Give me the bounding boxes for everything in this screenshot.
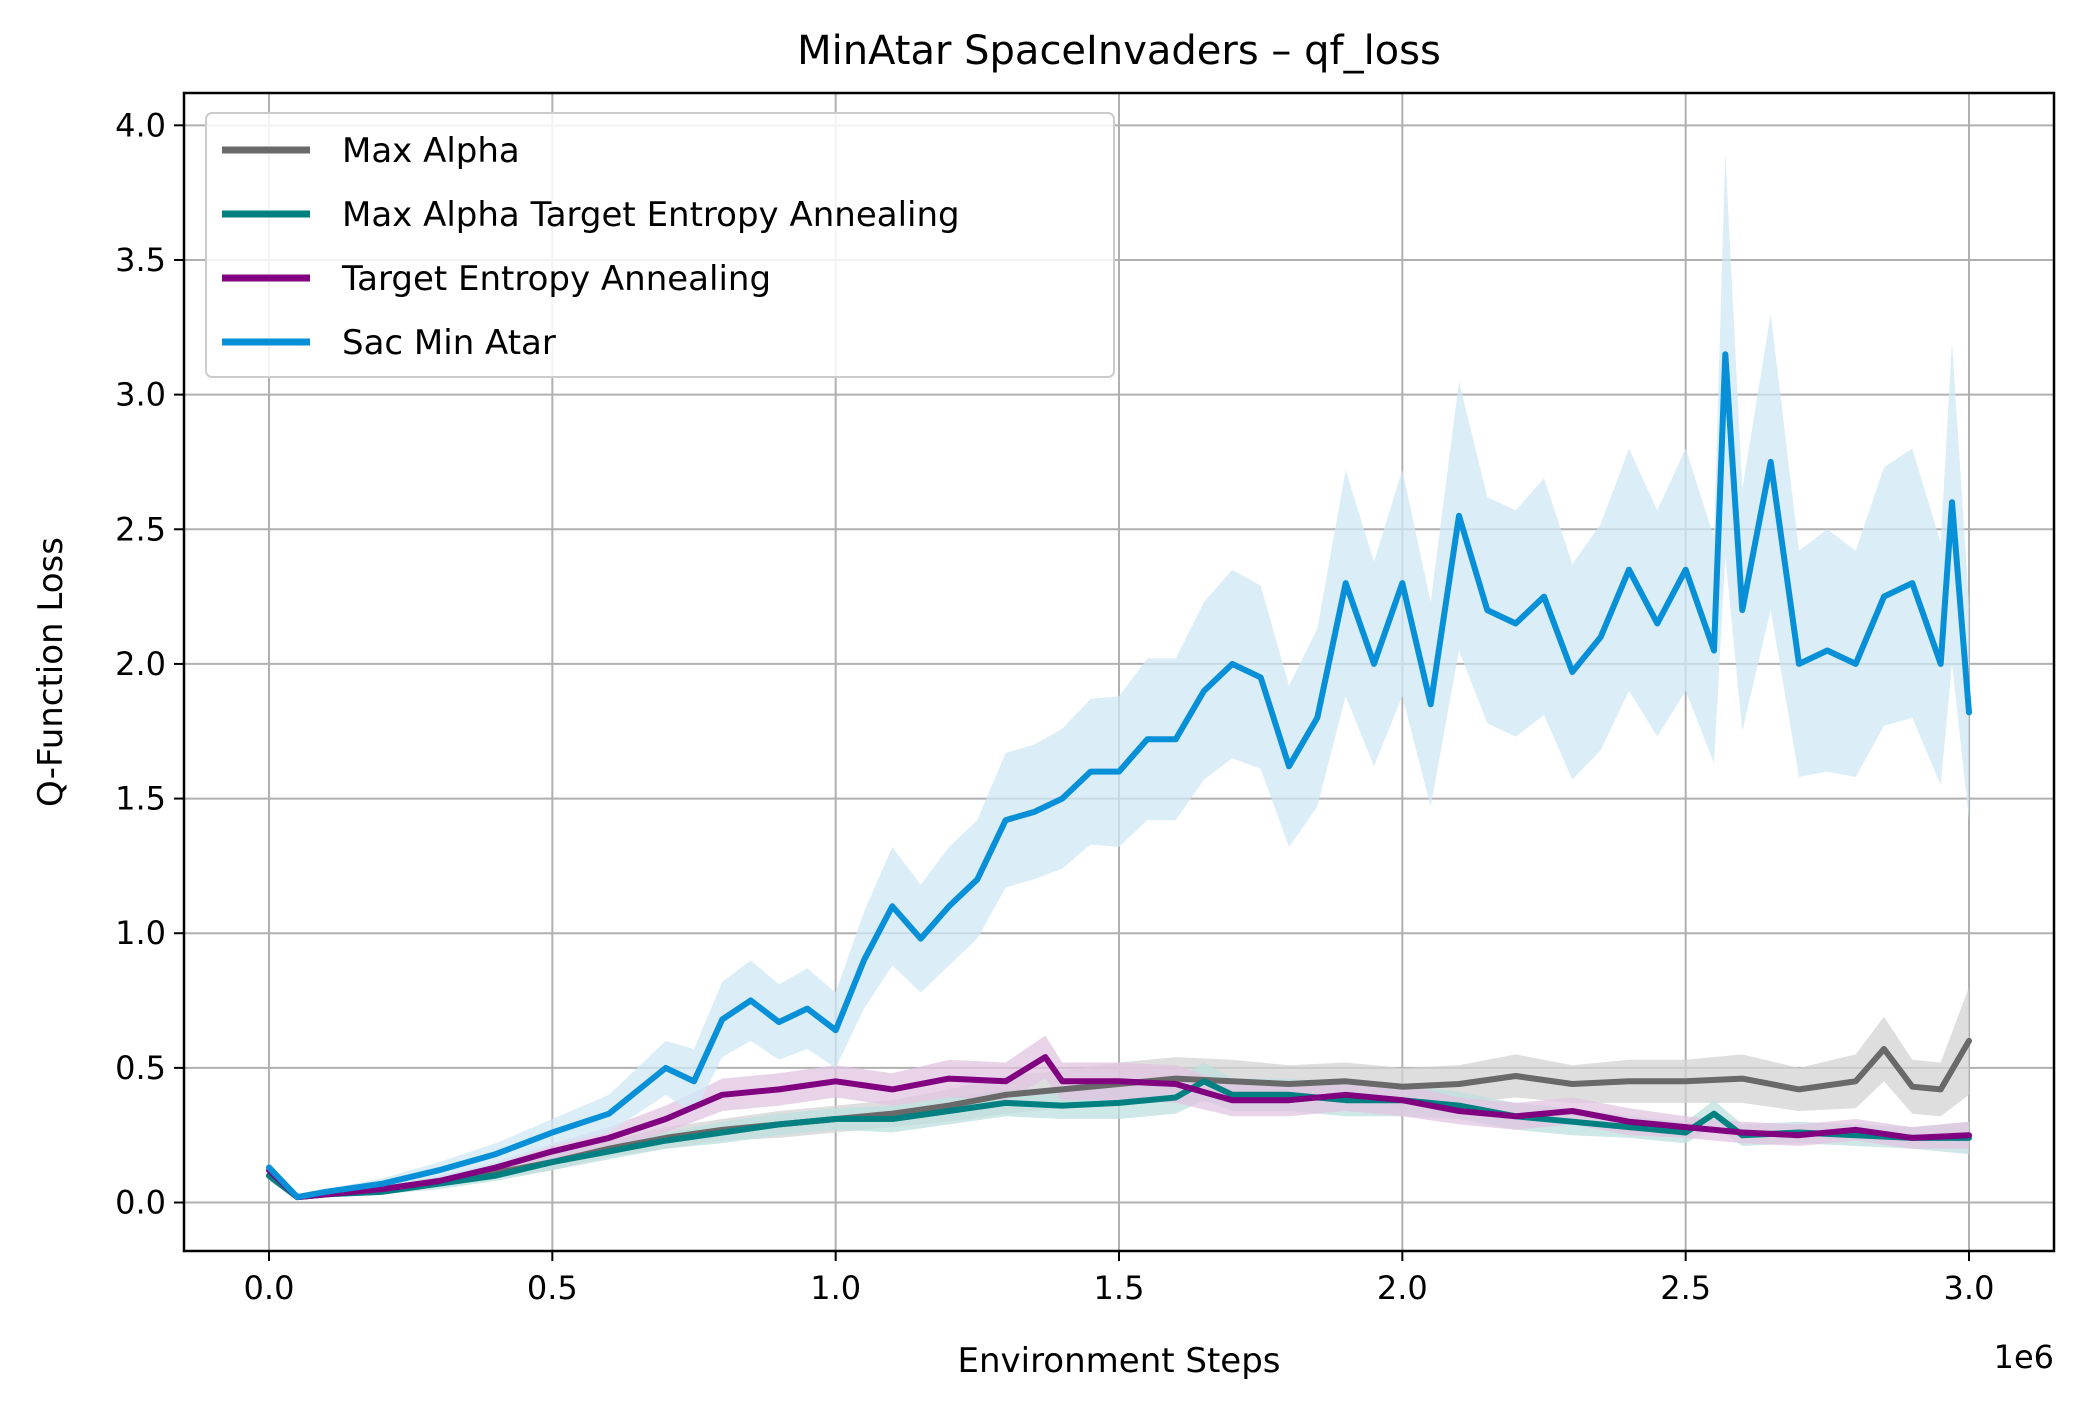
x-tick-label: 0.5 — [527, 1269, 578, 1307]
legend-label: Sac Min Atar — [342, 323, 556, 363]
chart-title: MinAtar SpaceInvaders – qf_loss — [797, 28, 1441, 74]
legend-label: Max Alpha Target Entropy Annealing — [342, 195, 960, 235]
y-tick-label: 3.5 — [115, 241, 166, 279]
x-tick-label: 1.5 — [1094, 1269, 1145, 1307]
legend-label: Max Alpha — [342, 131, 520, 171]
x-tick-label: 1.0 — [810, 1269, 861, 1307]
y-tick-label: 1.0 — [115, 914, 166, 952]
x-tick-label: 2.5 — [1660, 1269, 1711, 1307]
x-tick-label: 0.0 — [244, 1269, 295, 1307]
y-tick-label: 1.5 — [115, 780, 166, 818]
x-axis-label: Environment Steps — [957, 1341, 1280, 1381]
y-tick-label: 0.5 — [115, 1049, 166, 1087]
legend: Max Alpha Max Alpha Target Entropy Anneal… — [206, 113, 1114, 377]
y-tick-label: 2.0 — [115, 645, 166, 683]
y-tick-label: 3.0 — [115, 376, 166, 414]
x-tick-label: 3.0 — [1944, 1269, 1995, 1307]
y-tick-label: 4.0 — [115, 106, 166, 144]
y-axis-label: Q-Function Loss — [31, 537, 71, 807]
y-tick-label: 0.0 — [115, 1184, 166, 1222]
legend-label: Target Entropy Annealing — [341, 259, 771, 299]
x-tick-label: 2.0 — [1377, 1269, 1428, 1307]
y-tick-label: 2.5 — [115, 510, 166, 548]
x-axis-offset-label: 1e6 — [1994, 1338, 2054, 1376]
